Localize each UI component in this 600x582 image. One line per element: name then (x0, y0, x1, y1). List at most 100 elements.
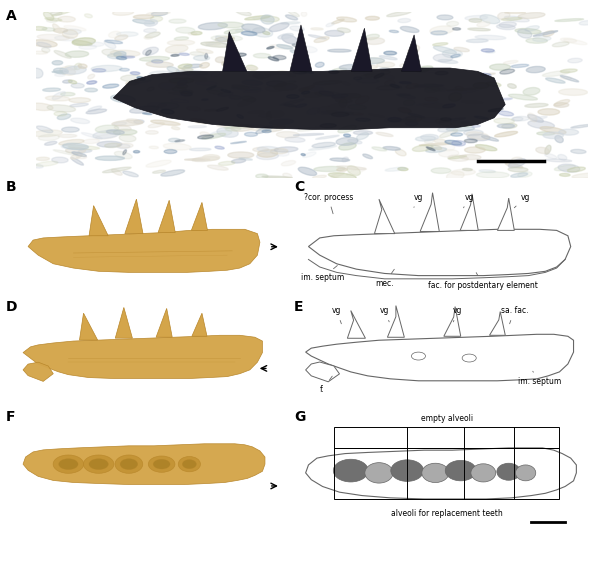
Ellipse shape (496, 24, 515, 30)
Ellipse shape (96, 134, 116, 139)
Ellipse shape (176, 84, 188, 88)
Ellipse shape (400, 26, 419, 33)
Ellipse shape (274, 83, 297, 90)
Ellipse shape (425, 87, 443, 91)
Ellipse shape (500, 98, 512, 100)
Ellipse shape (481, 49, 494, 52)
Ellipse shape (337, 166, 366, 170)
Polygon shape (89, 205, 108, 236)
Polygon shape (460, 194, 478, 230)
Ellipse shape (83, 139, 100, 144)
Ellipse shape (467, 134, 490, 141)
Ellipse shape (190, 148, 211, 151)
Ellipse shape (333, 459, 368, 482)
Ellipse shape (536, 147, 549, 154)
Ellipse shape (120, 459, 138, 470)
Ellipse shape (208, 165, 228, 170)
Ellipse shape (60, 67, 76, 75)
Ellipse shape (91, 65, 122, 72)
Polygon shape (305, 448, 577, 499)
Ellipse shape (172, 87, 186, 91)
Ellipse shape (31, 40, 57, 47)
Polygon shape (290, 25, 312, 72)
Ellipse shape (365, 70, 391, 77)
Ellipse shape (416, 69, 428, 72)
Ellipse shape (266, 86, 285, 91)
Ellipse shape (95, 125, 119, 133)
Ellipse shape (215, 37, 235, 42)
Ellipse shape (151, 11, 167, 16)
Bar (334, 427, 559, 448)
Ellipse shape (434, 139, 446, 143)
Ellipse shape (446, 126, 475, 131)
Ellipse shape (261, 15, 274, 24)
Ellipse shape (398, 108, 411, 113)
Ellipse shape (385, 167, 406, 171)
Ellipse shape (505, 12, 526, 13)
Ellipse shape (515, 465, 536, 481)
Ellipse shape (169, 19, 186, 23)
Ellipse shape (503, 61, 518, 64)
Ellipse shape (238, 125, 250, 128)
Ellipse shape (117, 144, 130, 148)
Ellipse shape (500, 69, 515, 74)
Ellipse shape (114, 51, 126, 57)
Ellipse shape (191, 31, 202, 35)
Ellipse shape (485, 51, 495, 53)
Ellipse shape (533, 31, 558, 36)
Ellipse shape (103, 84, 119, 88)
Ellipse shape (104, 40, 116, 48)
Ellipse shape (558, 164, 580, 172)
Ellipse shape (353, 77, 362, 80)
Ellipse shape (439, 59, 458, 63)
Ellipse shape (526, 38, 547, 43)
Ellipse shape (206, 86, 217, 90)
Ellipse shape (568, 167, 586, 172)
Ellipse shape (435, 72, 448, 75)
Ellipse shape (462, 354, 476, 362)
Ellipse shape (422, 104, 454, 108)
Ellipse shape (364, 38, 385, 44)
Ellipse shape (262, 176, 292, 178)
Ellipse shape (298, 167, 317, 175)
Ellipse shape (280, 99, 304, 105)
Ellipse shape (53, 24, 62, 34)
Ellipse shape (465, 16, 488, 20)
Ellipse shape (390, 84, 400, 88)
Ellipse shape (302, 152, 316, 158)
Ellipse shape (199, 23, 227, 30)
Ellipse shape (178, 456, 200, 472)
Ellipse shape (283, 173, 292, 178)
Ellipse shape (146, 50, 151, 55)
Ellipse shape (422, 463, 449, 482)
Ellipse shape (206, 38, 226, 45)
Ellipse shape (192, 76, 207, 81)
Ellipse shape (311, 28, 323, 30)
Ellipse shape (121, 75, 143, 81)
Ellipse shape (187, 107, 200, 111)
Ellipse shape (445, 140, 461, 145)
Ellipse shape (263, 31, 270, 34)
Polygon shape (305, 362, 340, 382)
Ellipse shape (451, 122, 472, 127)
Ellipse shape (313, 175, 326, 179)
Ellipse shape (229, 95, 241, 100)
Ellipse shape (203, 155, 220, 160)
Ellipse shape (230, 141, 247, 144)
Ellipse shape (176, 69, 185, 75)
Text: im. septum: im. septum (518, 371, 562, 386)
Ellipse shape (554, 165, 575, 171)
Ellipse shape (257, 147, 278, 152)
Text: E: E (294, 300, 304, 314)
Ellipse shape (301, 154, 305, 155)
Ellipse shape (146, 130, 158, 134)
Ellipse shape (95, 156, 124, 161)
Ellipse shape (571, 150, 586, 154)
Ellipse shape (440, 129, 458, 137)
Ellipse shape (202, 133, 226, 139)
Ellipse shape (119, 68, 130, 71)
Ellipse shape (175, 37, 188, 40)
Polygon shape (308, 229, 571, 276)
Ellipse shape (435, 119, 452, 126)
Ellipse shape (61, 144, 86, 150)
